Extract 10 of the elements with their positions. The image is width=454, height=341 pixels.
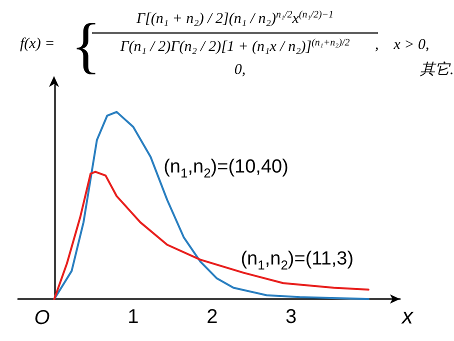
text: 0,	[234, 62, 246, 78]
x-tick-label: 1	[128, 306, 139, 328]
text: 其它.	[420, 61, 454, 78]
x-tick-label: 3	[286, 306, 297, 328]
text: O	[34, 307, 50, 329]
text: {	[71, 12, 101, 80]
x-tick-label: 2	[206, 306, 218, 328]
x-axis-title: x	[401, 304, 414, 328]
text: f(x) =	[20, 36, 55, 52]
text: , x > 0,	[375, 37, 430, 53]
